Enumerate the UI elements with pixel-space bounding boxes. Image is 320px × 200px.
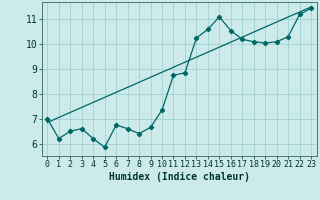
- X-axis label: Humidex (Indice chaleur): Humidex (Indice chaleur): [109, 172, 250, 182]
